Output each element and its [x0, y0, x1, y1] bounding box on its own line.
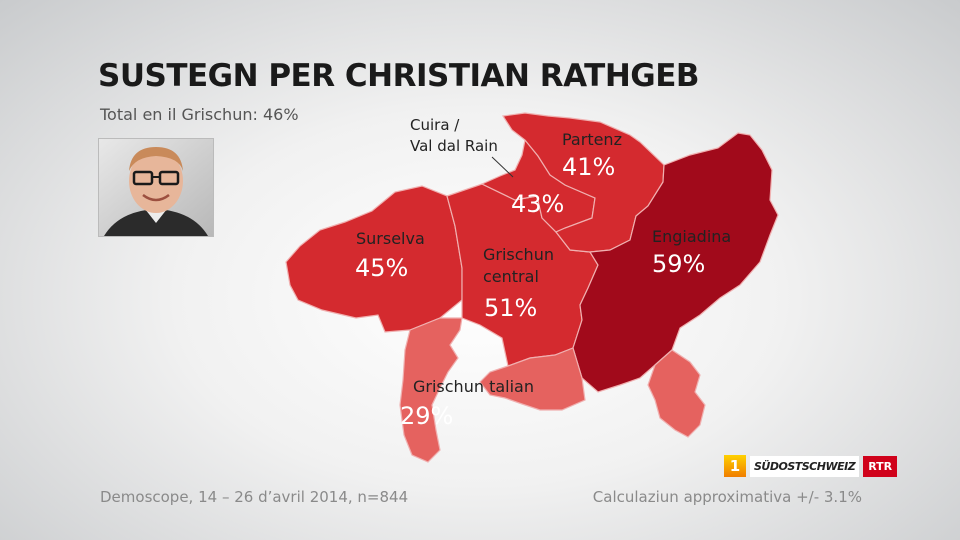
region-grischun-talian-middle[interactable] — [479, 347, 586, 411]
margin-of-error-note: Calculaziun approximativa +/- 3.1% — [592, 488, 862, 506]
region-value-engiadina: 59% — [652, 250, 705, 278]
region-label-cuira-2: Val dal Rain — [410, 137, 498, 155]
region-value-grischun-central: 51% — [484, 294, 537, 322]
total-subtitle: Total en il Grischun: 46% — [100, 105, 299, 124]
region-value-surselva: 45% — [355, 254, 408, 282]
portrait-photo-icon — [99, 139, 213, 236]
region-label-partenz: Partenz — [562, 130, 622, 149]
region-value-partenz: 41% — [562, 153, 615, 181]
region-value-grischun-talian: 29% — [400, 402, 453, 430]
region-grischun-talian-west[interactable] — [399, 317, 463, 463]
region-label-engiadina: Engiadina — [652, 227, 731, 246]
tv1-logo: 1 — [724, 455, 746, 477]
region-grischun-talian-east[interactable] — [647, 349, 706, 438]
page-title: SUSTEGN PER CHRISTIAN RATHGEB — [98, 58, 700, 94]
source-note: Demoscope, 14 – 26 d’avril 2014, n=844 — [100, 488, 409, 506]
region-label-cuira: Cuira / — [410, 116, 460, 134]
logo-strip: 1 SÜDOSTSCHWEIZ RTR — [724, 455, 898, 477]
region-label-surselva: Surselva — [356, 229, 425, 248]
cuira-leader-line — [491, 156, 514, 178]
region-label-grischun-central-2: central — [483, 267, 539, 286]
region-label-grischun-talian: Grischun talian — [413, 377, 534, 396]
region-label-grischun-central: Grischun — [483, 245, 554, 264]
sudostschweiz-logo: SÜDOSTSCHWEIZ — [750, 455, 860, 477]
rtr-logo: RTR — [863, 455, 898, 477]
candidate-photo — [98, 138, 214, 237]
region-value-cuira: 43% — [511, 190, 564, 218]
